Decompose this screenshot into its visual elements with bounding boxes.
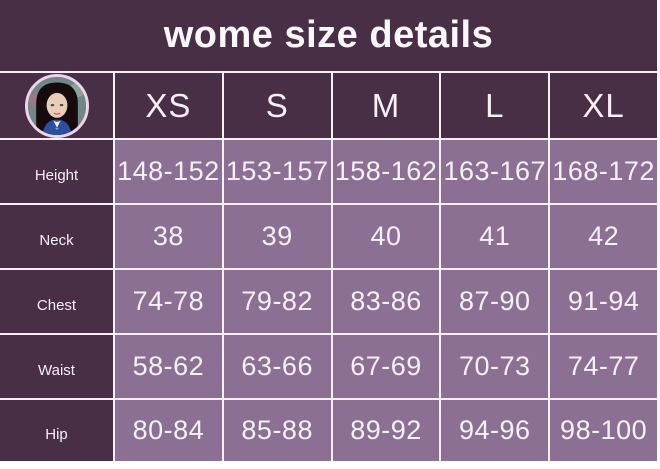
table-cell: 85-88 xyxy=(223,400,331,461)
table-cell: 91-94 xyxy=(550,270,657,333)
column-header-s: S xyxy=(223,73,331,138)
table-cell: 148-152 xyxy=(115,140,222,203)
table-cell: 70-73 xyxy=(441,335,549,398)
avatar-cell xyxy=(0,73,113,138)
table-cell: 89-92 xyxy=(332,400,440,461)
table-cell: 58-62 xyxy=(115,335,222,398)
table-cell: 42 xyxy=(550,205,657,268)
size-chart-table: wome size details XS S M L XL Height 148… xyxy=(0,0,657,461)
table-cell: 80-84 xyxy=(115,400,222,461)
table-cell: 38 xyxy=(115,205,222,268)
table-cell: 153-157 xyxy=(223,140,331,203)
column-header-xl: XL xyxy=(550,73,657,138)
table-cell: 79-82 xyxy=(223,270,331,333)
row-label-height: Height xyxy=(0,140,113,203)
table-cell: 39 xyxy=(223,205,331,268)
woman-portrait-icon xyxy=(27,76,86,135)
column-header-xs: XS xyxy=(115,73,222,138)
table-cell: 74-77 xyxy=(550,335,657,398)
avatar xyxy=(24,73,89,138)
table-cell: 83-86 xyxy=(332,270,440,333)
table-cell: 63-66 xyxy=(223,335,331,398)
row-label-waist: Waist xyxy=(0,335,113,398)
row-label-neck: Neck xyxy=(0,205,113,268)
table-cell: 40 xyxy=(332,205,440,268)
column-header-l: L xyxy=(441,73,549,138)
table-cell: 168-172 xyxy=(550,140,657,203)
table-cell: 158-162 xyxy=(332,140,440,203)
table-cell: 163-167 xyxy=(441,140,549,203)
table-cell: 94-96 xyxy=(441,400,549,461)
table-cell: 74-78 xyxy=(115,270,222,333)
row-label-hip: Hip xyxy=(0,400,113,461)
row-label-chest: Chest xyxy=(0,270,113,333)
table-cell: 67-69 xyxy=(332,335,440,398)
column-header-m: M xyxy=(332,73,440,138)
table-cell: 87-90 xyxy=(441,270,549,333)
table-cell: 98-100 xyxy=(550,400,657,461)
table-cell: 41 xyxy=(441,205,549,268)
page-title: wome size details xyxy=(0,0,657,71)
